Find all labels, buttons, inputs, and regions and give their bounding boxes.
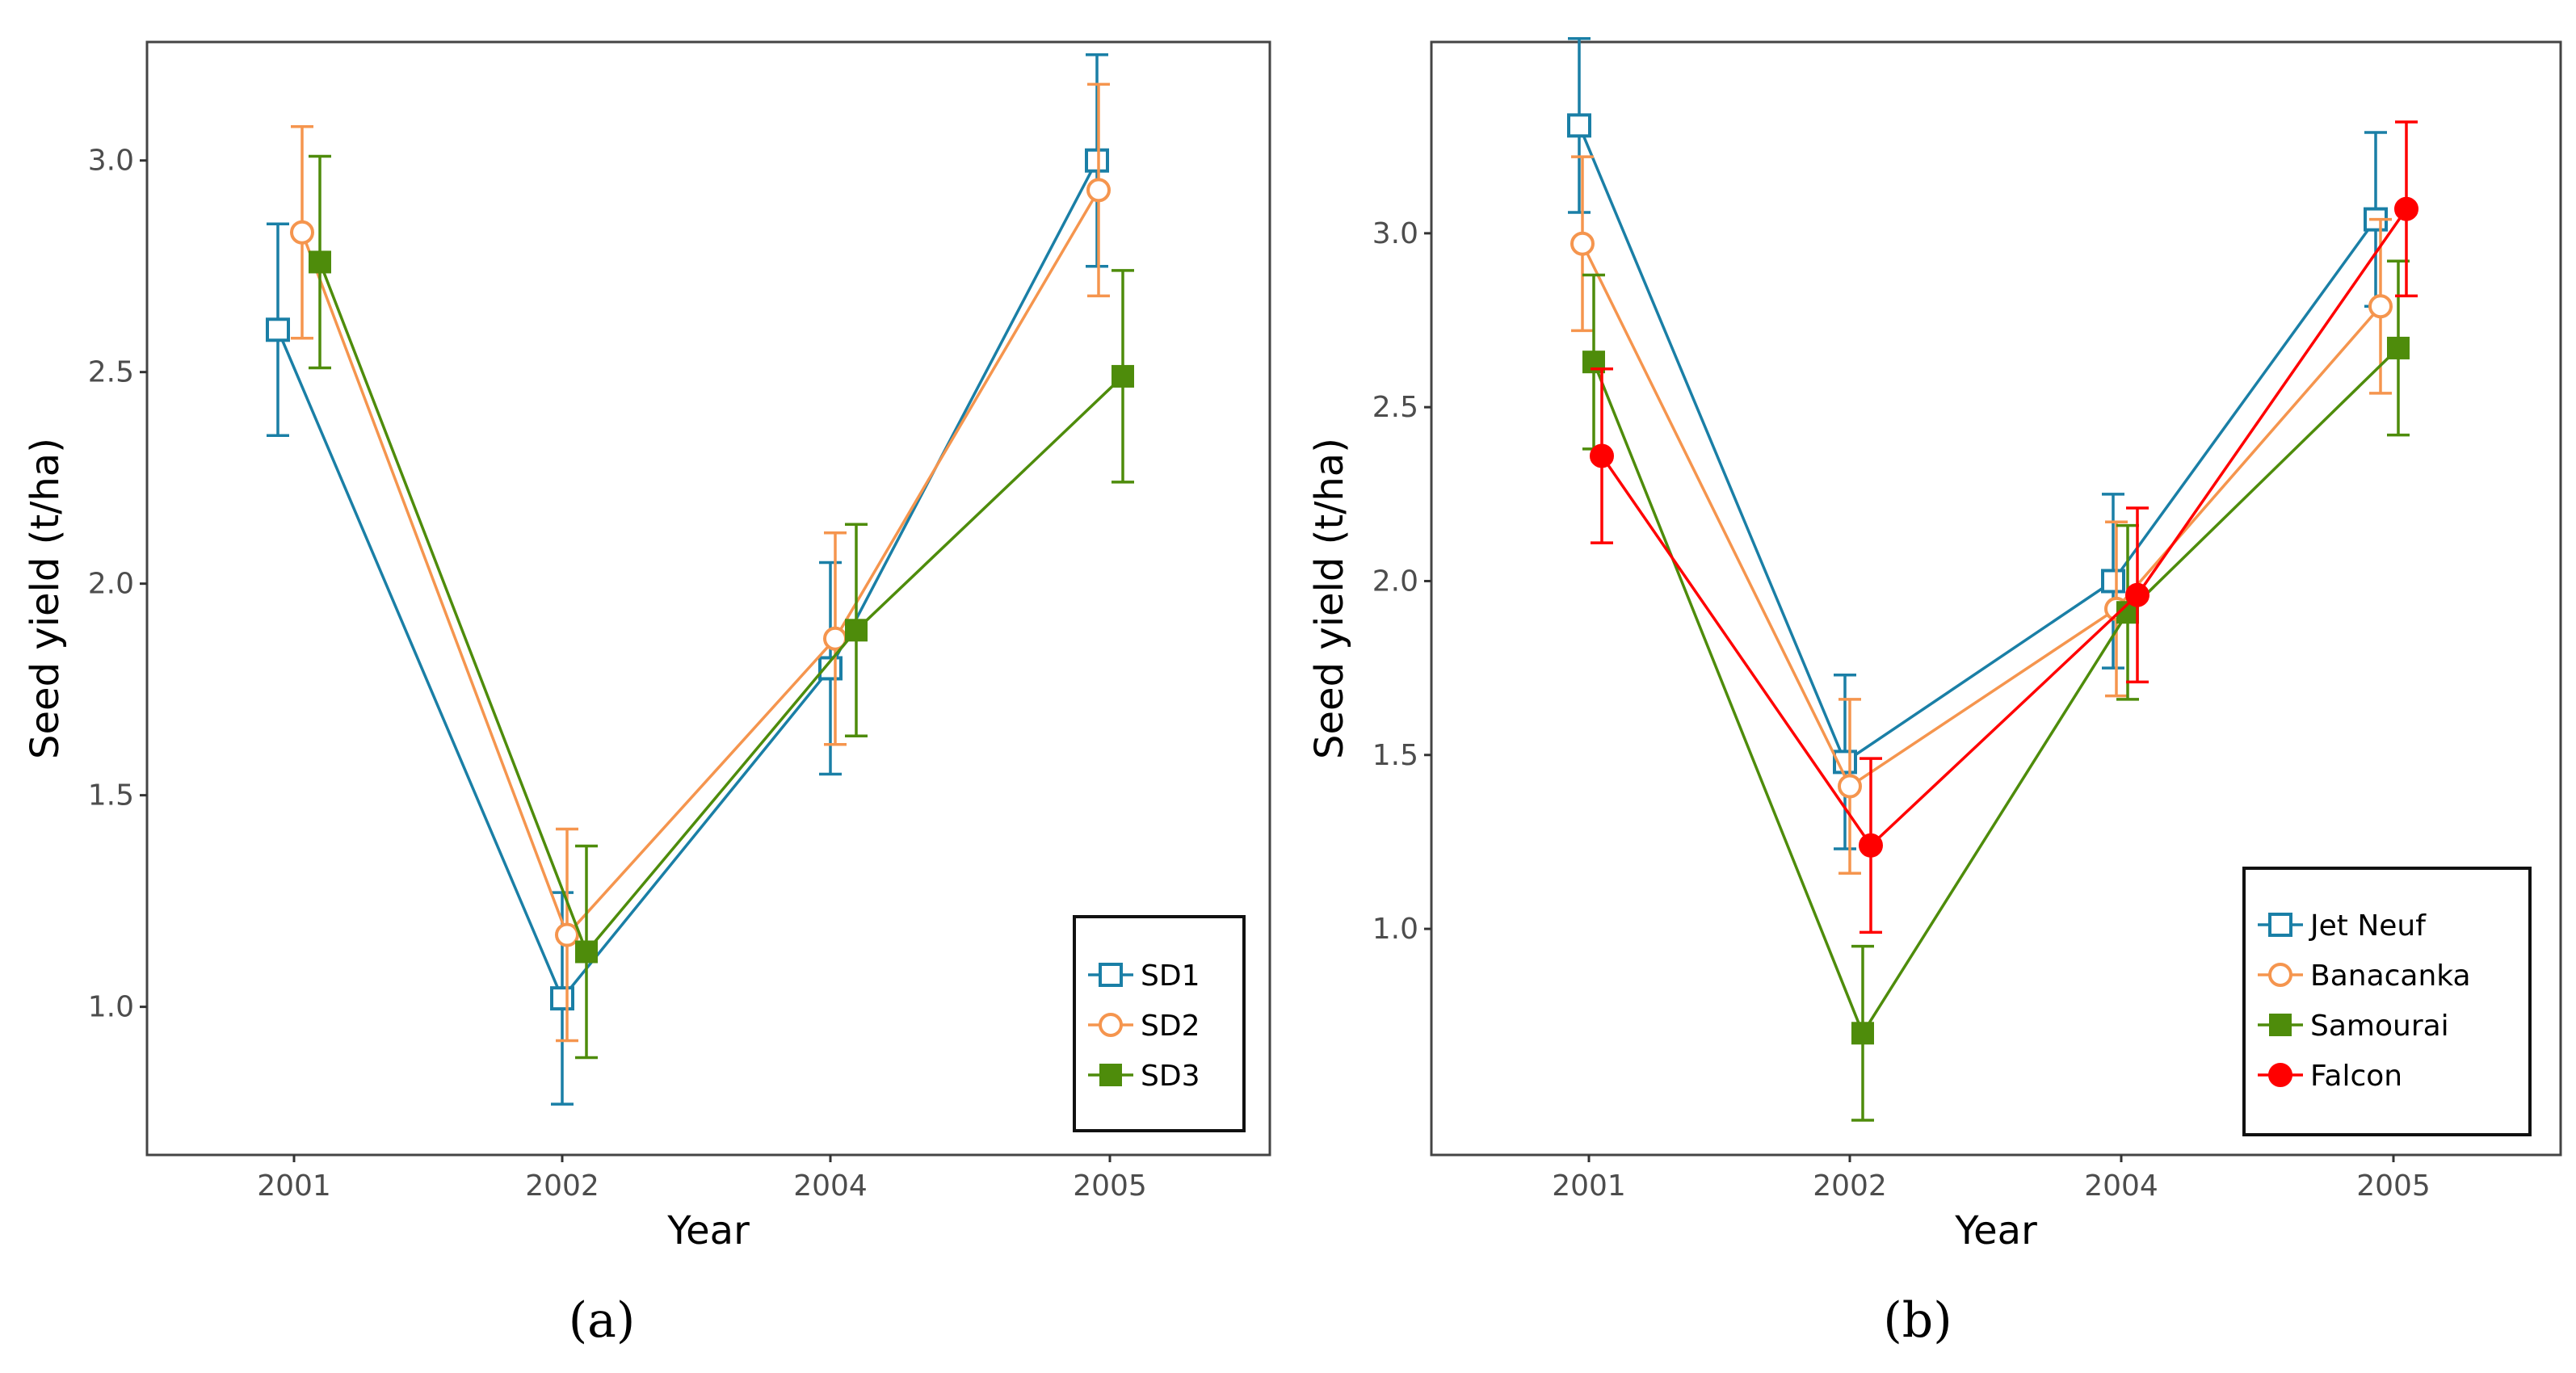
y-axis-title: Seed yield (t/ha) [23,438,68,759]
x-tick-label: 2002 [525,1169,599,1203]
y-tick-label: 2.5 [1372,391,1418,424]
y-tick-label: 3.0 [88,145,134,178]
data-point [2368,294,2393,319]
data-point [266,317,290,342]
chart-panel-b: 1.0 1.5 2.0 2.5 3.0 2001 2002 2004 2005 Year Seed … [1307,36,2562,1349]
legend-label: Falcon [2310,1060,2402,1093]
legend-marker [2268,1063,2292,1087]
data-point [1859,833,1883,858]
data-point [1570,231,1595,256]
data-point [2394,196,2418,221]
x-tick-label: 2005 [2356,1169,2431,1203]
y-tick-label: 2.0 [1372,565,1418,598]
data-point [2101,569,2125,594]
legend-label: SD1 [1141,959,1200,993]
x-axis-title: Year [1954,1208,2037,1253]
x-axis-title: Year [666,1208,750,1253]
data-point [1838,774,1862,799]
x-tick-label: 2002 [1813,1169,1887,1203]
legend-marker [1099,1064,1122,1086]
series-samourai [1582,259,2410,1122]
data-point [1085,148,1109,173]
data-point [555,922,579,947]
data-point [1567,113,1591,138]
x-tick-label: 2004 [2084,1169,2158,1203]
y-tick-label: 2.0 [88,568,134,601]
legend-label: Banacanka [2310,959,2471,993]
legend: SD1 SD2 SD3 [1073,915,1246,1132]
legend-marker [1099,963,1123,987]
y-tick-label: 1.0 [1372,913,1418,946]
legend-label: SD3 [1141,1060,1200,1093]
y-tick-label: 3.0 [1372,217,1418,250]
x-tick-label: 2001 [257,1169,331,1203]
y-tick-label: 1.5 [88,779,134,812]
legend-label: SD2 [1141,1010,1200,1043]
series-jet-neuf [1567,36,2388,850]
data-point [845,619,868,642]
data-point [550,986,574,1011]
y-axis-title: Seed yield (t/ha) [1307,438,1352,759]
x-tick-label: 2004 [793,1169,868,1203]
x-tick-label: 2001 [1552,1169,1626,1203]
series-line [1581,242,2382,789]
data-point [309,250,331,274]
legend: Jet Neuf Banacanka Samourai Falcon [2242,867,2532,1136]
legend-marker [2268,913,2292,937]
data-point [1086,178,1111,203]
series-falcon [1590,120,2418,934]
y-tick-label: 1.5 [1372,739,1418,772]
chart-panel-a: 1.0 1.5 2.0 2.5 3.0 2001 2002 2004 2005 Year Seed … [23,40,1271,1349]
legend-marker [2268,963,2292,987]
series-sd2 [290,82,1111,1043]
y-tick-label: 2.5 [88,356,134,389]
panel-label: (a) [569,1292,636,1349]
legend-label: Samourai [2310,1010,2449,1043]
series-line [300,189,1100,938]
series-sd3 [309,154,1134,1060]
series-line [1578,124,2377,765]
panel-label: (b) [1883,1292,1952,1349]
data-point [1851,1022,1874,1045]
x-tick-label: 2005 [1073,1169,1147,1203]
data-point [290,220,314,245]
series-line [1600,208,2408,848]
series-line [1592,346,2400,1037]
legend-box [2242,867,2532,1136]
data-point [1590,443,1614,468]
data-point [2387,336,2410,359]
legend-marker [1099,1013,1123,1037]
series-line [276,159,1099,1001]
legend-label: Jet Neuf [2309,909,2427,943]
data-point [575,940,598,964]
data-point [1112,364,1134,388]
data-point [2125,582,2149,607]
legend-marker [2269,1014,2292,1036]
series-line [318,261,1124,955]
y-tick-label: 1.0 [88,991,134,1024]
